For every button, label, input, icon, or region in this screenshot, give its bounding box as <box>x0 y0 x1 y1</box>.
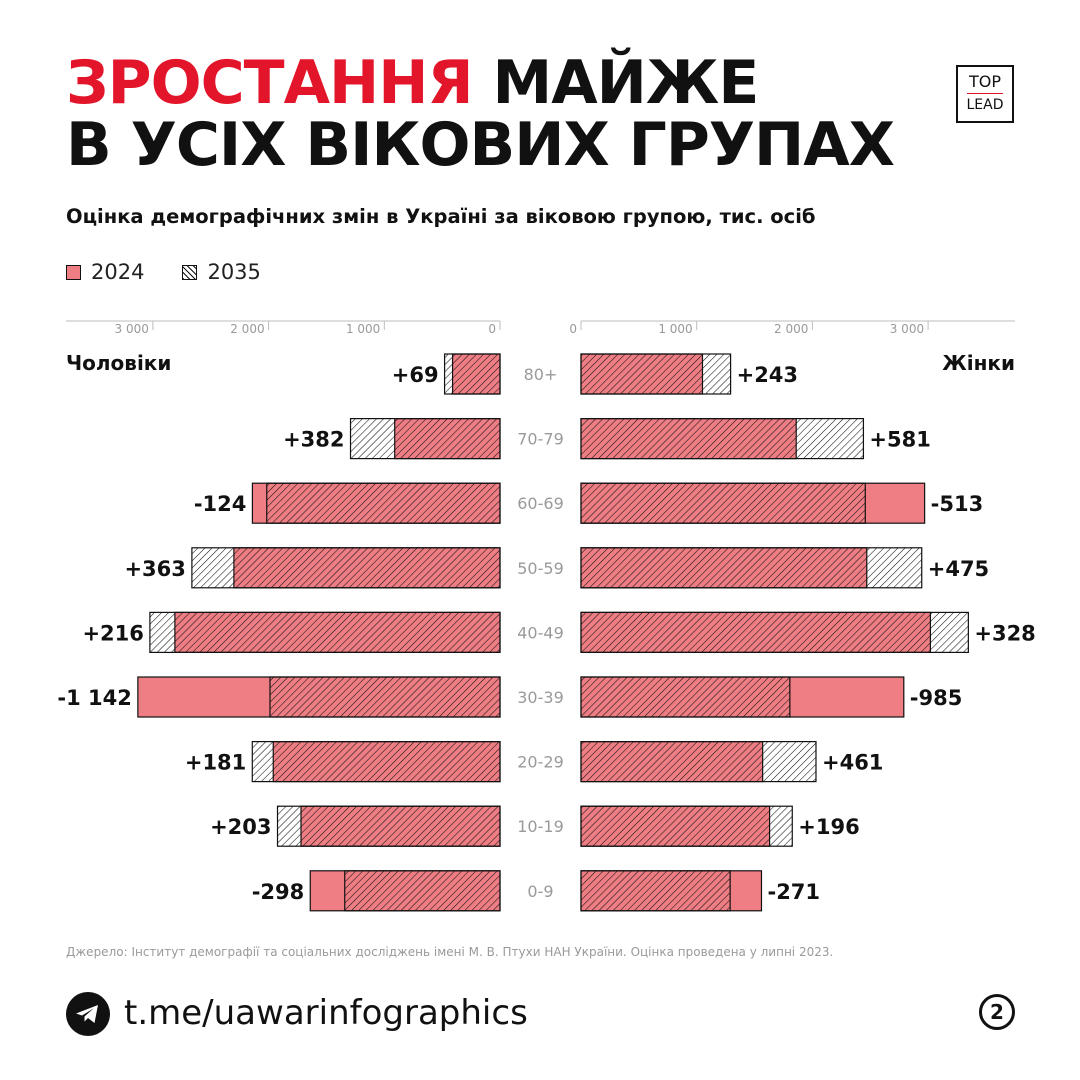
legend-item-2035: 2035 <box>182 260 261 284</box>
chart-subtitle: Оцінка демографічних змін в Україні за в… <box>66 205 816 228</box>
category-label-2: 60-69 <box>517 494 564 513</box>
bar-women-2035-5 <box>581 677 790 717</box>
bar-women-2035-2 <box>581 483 866 524</box>
category-label-7: 10-19 <box>517 817 564 836</box>
bar-men-outline-0 <box>443 353 501 395</box>
bar-women-outline-0 <box>580 353 732 395</box>
legend-swatch-2024 <box>66 264 81 280</box>
change-label-men-0: +69 <box>392 363 439 387</box>
category-label-8: 0-9 <box>527 882 553 901</box>
title-accent: ЗРОСТАННЯ <box>66 48 474 118</box>
change-label-women-2: -513 <box>931 492 984 516</box>
category-label-4: 40-49 <box>517 623 564 642</box>
bar-men-2035-1 <box>350 418 500 459</box>
bar-men-outline-2 <box>251 482 501 524</box>
bar-women-outline-7 <box>580 805 793 847</box>
tick-label-women-2: 2 000 <box>774 322 808 336</box>
population-butterfly-chart: 3 000 2 000 1 000 0 0 1 000 2 000 3 000 Чоловіки… <box>57 320 1036 912</box>
bar-men-outline-6 <box>251 741 501 783</box>
category-label-1: 70-79 <box>517 430 564 449</box>
telegram-icon[interactable] <box>66 992 110 1036</box>
bar-men-outline-4 <box>149 611 501 653</box>
bar-women-outline-3 <box>580 547 923 589</box>
tick-label-men-1: 2 000 <box>230 322 264 336</box>
category-label-6: 20-29 <box>517 753 564 772</box>
bar-men-2035-8 <box>344 870 500 911</box>
panel-label-women: Жінки <box>942 351 1015 375</box>
logo-line1: TOP <box>968 72 1001 91</box>
bar-men-outline-7 <box>276 805 501 847</box>
change-label-women-1: +581 <box>869 428 930 452</box>
chart-legend: 2024 2035 <box>66 260 261 284</box>
change-label-men-1: +382 <box>283 428 344 452</box>
bar-men-2035-0 <box>444 354 500 394</box>
bar-women-outline-1 <box>580 417 865 460</box>
tick-label-men-0: 3 000 <box>115 322 149 336</box>
bar-men-outline-1 <box>349 417 501 460</box>
change-label-women-7: +196 <box>798 815 859 839</box>
bar-women-outline-8 <box>580 870 763 912</box>
panel-label-men: Чоловіки <box>66 351 171 375</box>
bar-women-outline-6 <box>580 741 817 783</box>
bar-men-outline-5 <box>137 676 501 718</box>
page-number-badge: 2 <box>979 994 1015 1030</box>
change-label-women-5: -985 <box>910 686 963 710</box>
title-line2: В УСІХ ВІКОВИХ ГРУПАХ <box>66 110 895 180</box>
change-label-men-4: +216 <box>82 621 143 645</box>
bar-women-outline-4 <box>580 611 969 653</box>
change-label-women-3: +475 <box>928 557 989 581</box>
bar-men-2035-2 <box>266 483 500 524</box>
title-rest-line1: МАЙЖЕ <box>492 48 760 118</box>
bar-women-2035-8 <box>581 870 731 911</box>
bar-women-2035-1 <box>581 418 864 459</box>
change-label-women-6: +461 <box>822 751 883 775</box>
change-label-men-5: -1 142 <box>57 686 131 710</box>
bar-women-2035-4 <box>581 612 969 653</box>
bar-women-2035-6 <box>581 741 816 782</box>
logo-line2: LEAD <box>966 97 1004 113</box>
bar-women-outline-5 <box>580 676 905 718</box>
change-label-women-8: -271 <box>767 880 820 904</box>
source-note: Джерело: Інститут демографії та соціальн… <box>66 945 834 959</box>
change-label-men-8: -298 <box>252 880 305 904</box>
category-label-5: 30-39 <box>517 688 564 707</box>
change-label-men-7: +203 <box>210 815 271 839</box>
page-title: ЗРОСТАННЯ МАЙЖЕ В УСІХ ВІКОВИХ ГРУПАХ <box>66 52 895 176</box>
change-label-women-4: +328 <box>974 621 1035 645</box>
change-label-men-2: -124 <box>194 492 247 516</box>
bar-women-2035-3 <box>581 547 922 588</box>
bar-men-2035-5 <box>269 677 500 717</box>
bar-men-outline-8 <box>309 870 501 912</box>
bar-men-outline-3 <box>191 547 501 589</box>
category-label-0: 80+ <box>524 365 558 384</box>
category-label-3: 50-59 <box>517 559 564 578</box>
bar-women-2035-0 <box>581 354 731 394</box>
bar-men-2035-4 <box>149 612 501 653</box>
tick-label-men-2: 1 000 <box>346 322 380 336</box>
legend-item-2024: 2024 <box>66 260 144 284</box>
tick-label-men-3: 0 <box>488 322 496 336</box>
bar-men-2035-6 <box>252 741 500 782</box>
tick-label-women-3: 3 000 <box>890 322 924 336</box>
legend-label-2024: 2024 <box>91 260 145 284</box>
legend-swatch-2035 <box>182 264 198 280</box>
bar-men-2035-7 <box>277 806 500 847</box>
change-label-women-0: +243 <box>737 363 798 387</box>
telegram-link[interactable]: t.me/uawarinfographics <box>124 993 528 1033</box>
change-label-men-3: +363 <box>124 557 185 581</box>
logo-divider <box>967 93 1003 94</box>
tick-label-women-0: 0 <box>569 322 577 336</box>
bar-women-outline-2 <box>580 482 926 524</box>
legend-label-2035: 2035 <box>207 260 261 284</box>
change-label-men-6: +181 <box>185 751 246 775</box>
tick-label-women-1: 1 000 <box>658 322 692 336</box>
bar-men-2035-3 <box>191 547 500 588</box>
bar-women-2035-7 <box>581 806 793 847</box>
top-lead-logo: TOP LEAD <box>956 65 1014 123</box>
